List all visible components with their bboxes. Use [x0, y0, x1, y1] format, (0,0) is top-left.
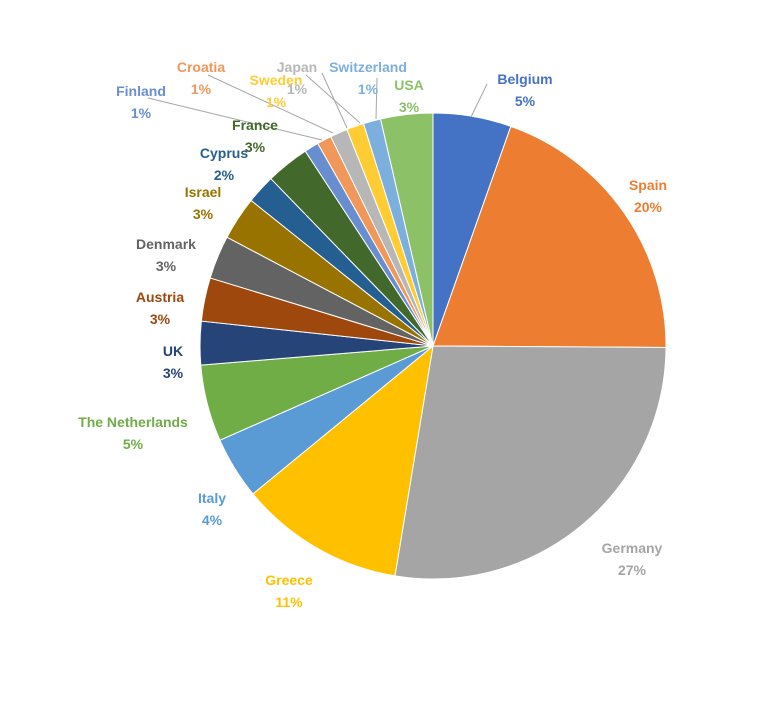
pie-slice-germany	[394, 345, 667, 580]
slice-percent-france: 3%	[245, 139, 266, 155]
slice-percent-greece: 11%	[275, 594, 303, 610]
pie-slice-usa	[379, 112, 434, 347]
slice-percent-usa: 3%	[399, 99, 420, 115]
slice-label-france: France	[232, 117, 278, 133]
slice-label-finland: Finland	[116, 83, 166, 99]
slice-label-israel: Israel	[185, 184, 222, 200]
slice-percent-the-netherlands: 5%	[123, 436, 144, 452]
leader-line-finland	[147, 97, 323, 141]
slice-label-japan: Japan	[277, 59, 317, 75]
slice-label-belgium: Belgium	[497, 71, 552, 87]
slice-percent-belgium: 5%	[515, 93, 536, 109]
slice-percent-cyprus: 2%	[214, 167, 235, 183]
leader-line-sweden	[305, 74, 361, 124]
pie-slice-greece	[252, 344, 434, 577]
slice-label-switzerland: Switzerland	[329, 59, 407, 75]
pie-slice-spain	[432, 125, 667, 348]
slice-label-the-netherlands: The Netherlands	[78, 414, 188, 430]
slice-percent-germany: 27%	[618, 562, 647, 578]
leader-line-croatia	[207, 74, 334, 134]
slice-label-denmark: Denmark	[136, 236, 196, 252]
slice-label-cyprus: Cyprus	[200, 145, 248, 161]
slice-label-usa: USA	[394, 77, 424, 93]
slice-label-croatia: Croatia	[177, 59, 225, 75]
slice-percent-austria: 3%	[150, 311, 171, 327]
slice-percent-uk: 3%	[163, 365, 184, 381]
slice-percent-italy: 4%	[202, 512, 223, 528]
slice-percent-switzerland: 1%	[358, 81, 379, 97]
leader-line-switzerland	[375, 77, 378, 120]
slice-label-italy: Italy	[198, 490, 226, 506]
slice-label-sweden: Sweden	[250, 72, 303, 88]
slice-label-austria: Austria	[136, 289, 184, 305]
slice-percent-israel: 3%	[193, 206, 214, 222]
slice-label-greece: Greece	[265, 572, 313, 588]
slice-percent-sweden: 1%	[266, 94, 287, 110]
slice-percent-denmark: 3%	[156, 258, 177, 274]
slice-percent-croatia: 1%	[191, 81, 212, 97]
slice-percent-japan: 1%	[287, 81, 308, 97]
slice-label-spain: Spain	[629, 177, 667, 193]
slice-percent-finland: 1%	[131, 105, 152, 121]
slice-label-germany: Germany	[602, 540, 663, 556]
slice-label-uk: UK	[163, 343, 183, 359]
slice-percent-spain: 20%	[634, 199, 663, 215]
leader-line-belgium	[470, 83, 488, 118]
